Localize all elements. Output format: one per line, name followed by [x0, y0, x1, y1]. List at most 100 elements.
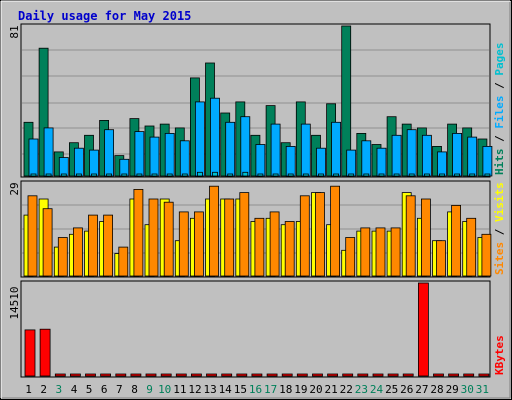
bar-pages-day-17	[272, 173, 279, 177]
bar-files-day-13	[210, 97, 220, 177]
legend-text-requests: Hits / Files / Pages	[493, 43, 506, 176]
day-label-7: 7	[116, 383, 123, 396]
bar-kbytes-day-22	[342, 373, 354, 377]
bar-sites-day-26	[405, 195, 416, 277]
day-label-29: 29	[446, 383, 459, 396]
chart-panels: 81 Hits / Files / Pages 29 Sites / Visits 14…	[8, 23, 506, 378]
day-label-4: 4	[71, 383, 78, 396]
day-label-8: 8	[131, 383, 138, 396]
legend-separator: /	[493, 222, 506, 242]
bar-files-day-27	[421, 134, 432, 177]
legend-text-visitors: Sites / Visits	[493, 182, 506, 275]
bar-pages-day-7	[121, 173, 128, 177]
bar-files-day-20	[316, 147, 326, 177]
bar-files-day-6	[104, 129, 114, 177]
bar-pages-day-1	[30, 173, 37, 177]
bar-pages-day-3	[60, 173, 67, 177]
bar-files-day-29	[452, 132, 463, 177]
bar-pages-day-13	[212, 171, 218, 177]
day-label-19: 19	[294, 383, 307, 396]
day-label-9: 9	[146, 383, 153, 396]
bar-kbytes-day-8	[130, 373, 142, 377]
bar-files-day-19	[300, 123, 311, 177]
day-label-17: 17	[264, 383, 277, 396]
bar-sites-day-9	[148, 198, 159, 277]
bar-pages-day-11	[181, 173, 188, 177]
bar-sites-day-8	[133, 188, 144, 277]
bar-pages-day-5	[91, 173, 97, 177]
bar-sites-day-10	[163, 201, 174, 277]
y-max-label-visitors: 29	[8, 182, 21, 195]
bar-files-day-1	[28, 138, 39, 177]
bar-pages-day-24	[378, 173, 385, 177]
legend-separator: /	[493, 129, 506, 149]
bar-kbytes-day-1	[24, 329, 36, 377]
bar-sites-day-23	[360, 227, 371, 277]
day-label-25: 25	[385, 383, 398, 396]
day-label-26: 26	[400, 383, 413, 396]
bar-files-day-18	[285, 145, 296, 177]
bar-kbytes-day-9	[145, 373, 157, 377]
bar-pages-day-22	[348, 173, 355, 177]
bar-sites-day-15	[239, 192, 250, 277]
bar-kbytes-day-27	[417, 282, 429, 377]
bar-sites-day-25	[390, 227, 401, 277]
day-label-5: 5	[86, 383, 93, 396]
bar-sites-day-6	[103, 214, 113, 277]
bar-pages-day-27	[423, 173, 430, 177]
bar-pages-day-9	[151, 173, 158, 177]
day-label-28: 28	[430, 383, 443, 396]
bar-files-day-9	[149, 136, 160, 177]
legend-separator: /	[493, 76, 506, 96]
bar-pages-day-23	[363, 173, 370, 177]
bar-sites-day-21	[330, 185, 341, 277]
bar-pages-day-4	[76, 173, 82, 177]
bar-files-day-25	[391, 134, 402, 177]
bar-kbytes-day-20	[312, 373, 323, 377]
bar-kbytes-day-3	[54, 373, 66, 377]
legend-item-files: Files	[493, 96, 506, 129]
day-label-22: 22	[340, 383, 353, 396]
bar-kbytes-day-14	[221, 373, 233, 377]
day-label-1: 1	[25, 383, 32, 396]
legend-visitors: Sites / Visits	[493, 182, 506, 275]
bar-pages-day-10	[166, 173, 173, 177]
bar-sites-day-27	[420, 198, 431, 277]
legend-text-kbytes: KBytes	[493, 335, 506, 375]
bar-kbytes-day-4	[70, 373, 81, 377]
bar-files-day-21	[331, 121, 342, 177]
bar-sites-day-14	[224, 198, 235, 277]
legend-item-pages: Pages	[493, 43, 506, 76]
bar-files-day-5	[89, 149, 99, 177]
legend-kbytes: KBytes	[493, 335, 506, 375]
bar-sites-day-19	[299, 195, 310, 277]
bar-pages-day-26	[408, 173, 415, 177]
bar-pages-day-25	[393, 173, 400, 177]
bar-kbytes-day-10	[160, 373, 172, 377]
bar-kbytes-day-15	[236, 373, 248, 377]
bar-files-day-8	[134, 131, 145, 177]
bar-files-day-24	[376, 147, 387, 177]
day-label-15: 15	[234, 383, 247, 396]
bar-kbytes-day-31	[478, 373, 490, 377]
bar-sites-day-11	[178, 211, 189, 277]
bar-files-day-14	[225, 121, 236, 177]
bar-sites-day-17	[269, 211, 280, 277]
bar-pages-day-12	[196, 171, 203, 177]
bar-files-day-16	[255, 144, 266, 177]
bar-pages-day-30	[469, 173, 476, 177]
bar-sites-day-1	[27, 195, 38, 277]
bar-files-day-17	[270, 123, 281, 177]
bar-sites-day-3	[57, 237, 68, 277]
bar-kbytes-day-2	[39, 328, 51, 377]
panel-kbytes: 14510 KBytes	[8, 280, 506, 378]
bar-pages-day-16	[257, 173, 264, 177]
y-max-label-kbytes: 14510	[8, 286, 21, 319]
bar-sites-day-7	[118, 246, 129, 277]
bar-sites-day-20	[315, 192, 325, 277]
bar-sites-day-29	[451, 204, 462, 277]
bar-files-day-28	[437, 151, 447, 177]
bar-pages-day-15	[242, 171, 249, 177]
legend-requests: Hits / Files / Pages	[493, 43, 506, 176]
bar-kbytes-day-11	[175, 373, 187, 377]
